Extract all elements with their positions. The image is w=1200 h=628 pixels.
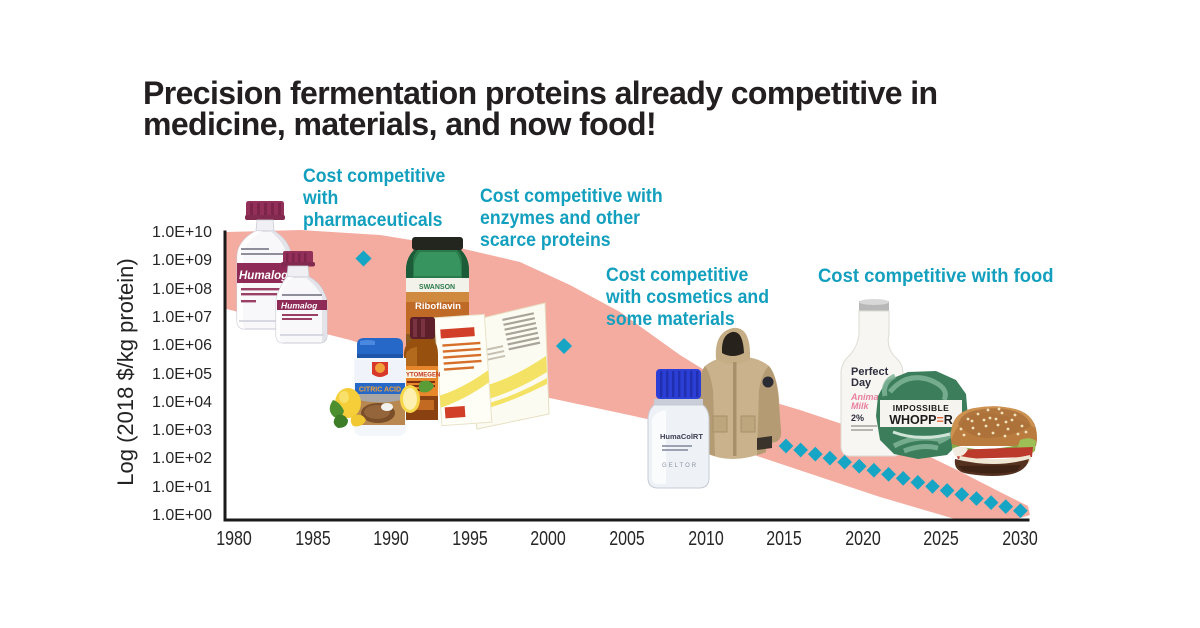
- svg-text:SWANSON: SWANSON: [419, 284, 455, 291]
- svg-text:Perfect: Perfect: [851, 366, 889, 378]
- svg-text:Humalog: Humalog: [239, 270, 288, 282]
- svg-text:HumaColRT: HumaColRT: [660, 432, 703, 441]
- svg-text:CITRIC ACID: CITRIC ACID: [359, 387, 401, 394]
- svg-text:2%: 2%: [851, 413, 864, 423]
- svg-text:WHOPP=R: WHOPP=R: [889, 413, 953, 427]
- svg-text:GELTOR: GELTOR: [662, 463, 698, 469]
- svg-text:Animal-f: Animal-f: [850, 392, 888, 402]
- svg-text:CYTOMEGEN: CYTOMEGEN: [402, 373, 441, 379]
- svg-text:Day: Day: [851, 377, 872, 389]
- svg-text:IMPOSSIBLE: IMPOSSIBLE: [893, 403, 949, 413]
- svg-text:Humalog: Humalog: [281, 301, 318, 311]
- svg-text:Riboflavin: Riboflavin: [415, 301, 461, 312]
- svg-text:Milk: Milk: [851, 401, 869, 411]
